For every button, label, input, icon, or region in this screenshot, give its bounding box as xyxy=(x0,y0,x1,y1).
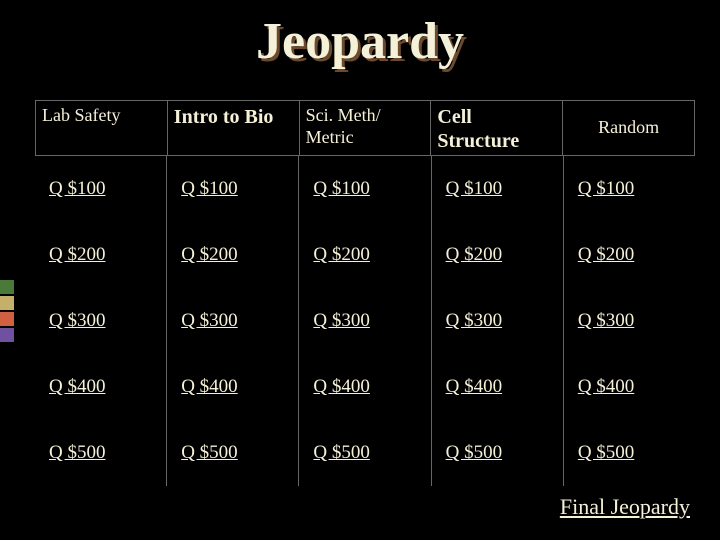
jeopardy-board: Lab Safety Intro to Bio Sci. Meth/ Metri… xyxy=(35,100,695,486)
question-cell[interactable]: Q $200 xyxy=(299,222,431,288)
sidebar-swatch xyxy=(0,328,14,342)
category-row: Lab Safety Intro to Bio Sci. Meth/ Metri… xyxy=(35,100,695,156)
value-row: Q $200 Q $200 Q $200 Q $200 Q $200 xyxy=(35,222,695,288)
question-cell[interactable]: Q $100 xyxy=(564,156,695,222)
question-cell[interactable]: Q $400 xyxy=(564,354,695,420)
category-header: Sci. Meth/ Metric xyxy=(300,101,432,155)
question-cell[interactable]: Q $500 xyxy=(432,420,564,486)
question-cell[interactable]: Q $400 xyxy=(299,354,431,420)
question-cell[interactable]: Q $400 xyxy=(432,354,564,420)
category-header: Intro to Bio xyxy=(168,101,300,155)
question-cell[interactable]: Q $100 xyxy=(432,156,564,222)
question-cell[interactable]: Q $100 xyxy=(299,156,431,222)
question-cell[interactable]: Q $200 xyxy=(35,222,167,288)
question-cell[interactable]: Q $200 xyxy=(564,222,695,288)
question-cell[interactable]: Q $400 xyxy=(167,354,299,420)
question-cell[interactable]: Q $100 xyxy=(35,156,167,222)
category-header: Random xyxy=(563,101,694,155)
value-row: Q $400 Q $400 Q $400 Q $400 Q $400 xyxy=(35,354,695,420)
question-cell[interactable]: Q $300 xyxy=(432,288,564,354)
question-cell[interactable]: Q $200 xyxy=(432,222,564,288)
question-cell[interactable]: Q $300 xyxy=(299,288,431,354)
question-cell[interactable]: Q $300 xyxy=(35,288,167,354)
question-cell[interactable]: Q $500 xyxy=(35,420,167,486)
value-row: Q $300 Q $300 Q $300 Q $300 Q $300 xyxy=(35,288,695,354)
question-cell[interactable]: Q $500 xyxy=(564,420,695,486)
sidebar-swatch xyxy=(0,312,14,326)
question-cell[interactable]: Q $100 xyxy=(167,156,299,222)
value-row: Q $500 Q $500 Q $500 Q $500 Q $500 xyxy=(35,420,695,486)
value-row: Q $100 Q $100 Q $100 Q $100 Q $100 xyxy=(35,156,695,222)
question-cell[interactable]: Q $200 xyxy=(167,222,299,288)
color-sidebar xyxy=(0,280,14,344)
question-cell[interactable]: Q $500 xyxy=(299,420,431,486)
final-jeopardy-link[interactable]: Final Jeopardy xyxy=(560,494,690,520)
category-header: Lab Safety xyxy=(36,101,168,155)
question-cell[interactable]: Q $500 xyxy=(167,420,299,486)
question-cell[interactable]: Q $300 xyxy=(167,288,299,354)
sidebar-swatch xyxy=(0,280,14,294)
game-title: Jeopardy xyxy=(0,0,720,79)
category-header: Cell Structure xyxy=(431,101,563,155)
question-cell[interactable]: Q $300 xyxy=(564,288,695,354)
sidebar-swatch xyxy=(0,296,14,310)
question-cell[interactable]: Q $400 xyxy=(35,354,167,420)
